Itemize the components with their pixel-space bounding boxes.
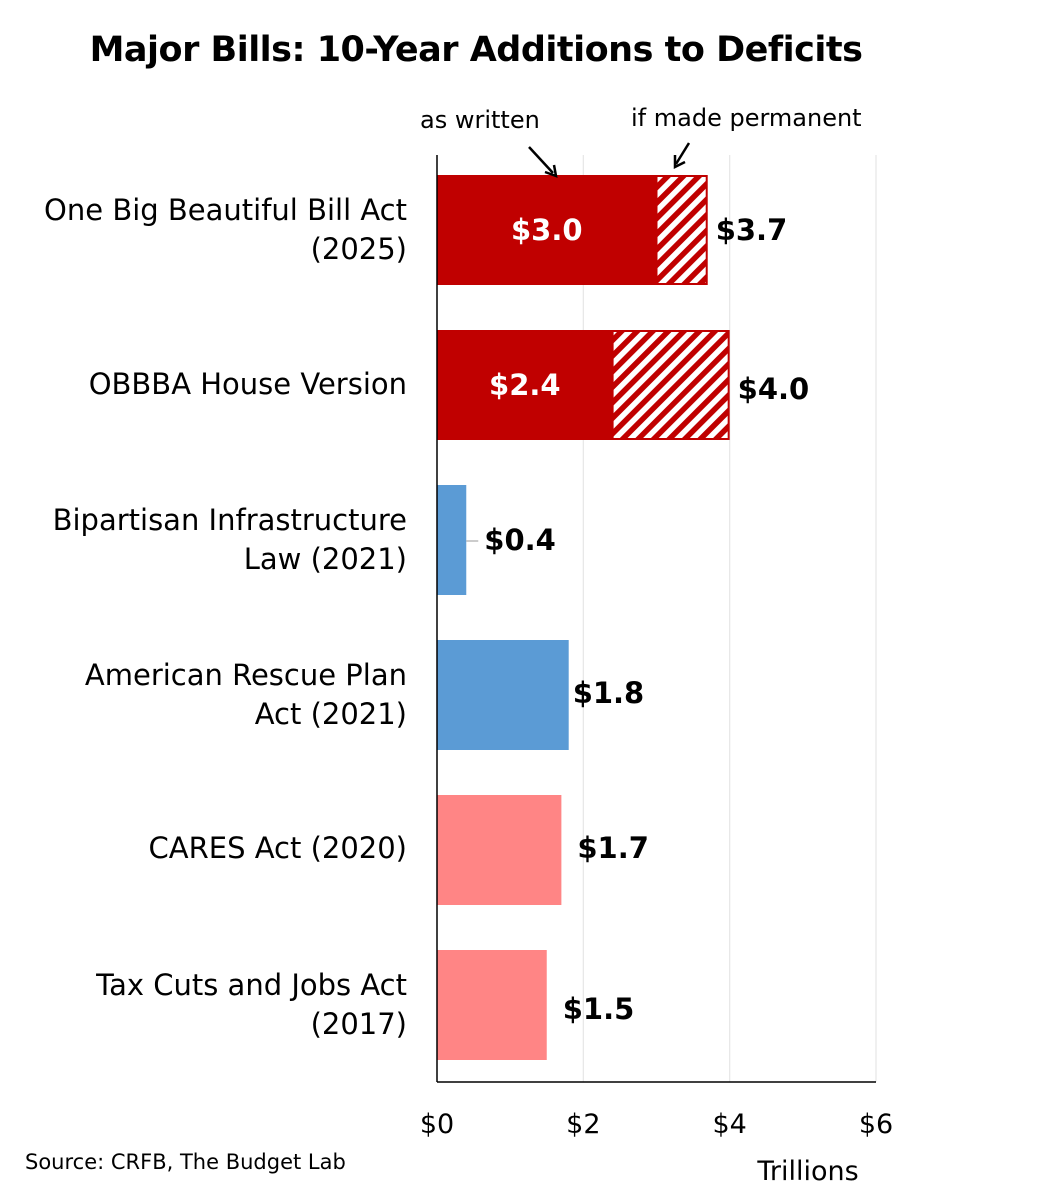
- bar-total-label-4: $1.7: [577, 831, 649, 865]
- bar-if-made-permanent-0: [655, 175, 708, 285]
- category-label-tcja: Tax Cuts and Jobs Act (2017): [96, 968, 407, 1041]
- arrow-if-made-permanent-head: [673, 155, 686, 170]
- annotation-as-written: as written: [420, 106, 540, 134]
- bar-total-label-5: $1.5: [563, 992, 635, 1026]
- bar-inner-label-0: $3.0: [511, 213, 583, 247]
- x-tick-label-1: $2: [566, 1109, 600, 1140]
- bar-total-label-1: $4.0: [738, 372, 810, 406]
- x-tick-label-2: $4: [712, 1109, 746, 1140]
- bar-total-label-3: $1.8: [573, 676, 645, 710]
- arrow-if-made-permanent: [674, 142, 691, 165]
- bar-as-written-3: [437, 640, 569, 750]
- bar-if-made-permanent-1: [611, 330, 730, 440]
- bar-as-written-2: [437, 485, 467, 595]
- arrow-as-written: [528, 146, 554, 174]
- bar-as-written-1: [437, 330, 613, 440]
- annotation-if-made-permanent: if made permanent: [631, 104, 862, 132]
- bar-total-label-0: $3.7: [716, 213, 788, 247]
- x-tick-label-3: $6: [859, 1109, 893, 1140]
- bar-total-label-2: $0.4: [484, 523, 556, 557]
- bar-as-written-5: [437, 950, 547, 1060]
- category-label-american-rescue: American Rescue Plan Act (2021): [84, 658, 407, 731]
- source-note: Source: CRFB, The Budget Lab: [25, 1150, 346, 1174]
- category-label-cares: CARES Act (2020): [148, 831, 407, 865]
- bar-as-written-4: [437, 795, 562, 905]
- x-axis-label: Trillions: [756, 1156, 858, 1187]
- arrow-as-written-head: [544, 164, 558, 178]
- category-label-infrastructure: Bipartisan Infrastructure Law (2021): [52, 503, 407, 576]
- category-label-obbba-2025: One Big Beautiful Bill Act (2025): [44, 193, 407, 266]
- bar-as-written-0: [437, 175, 657, 285]
- x-tick-label-0: $0: [420, 1109, 454, 1140]
- chart-title: Major Bills: 10-Year Additions to Defici…: [89, 30, 863, 70]
- bar-inner-label-1: $2.4: [489, 368, 561, 402]
- category-label-obbba-house: OBBBA House Version: [88, 367, 407, 401]
